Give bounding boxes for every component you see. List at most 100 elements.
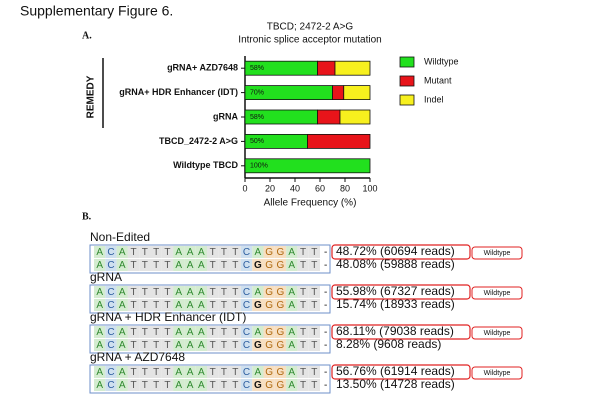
base-shade bbox=[274, 299, 287, 311]
base-shade bbox=[139, 326, 151, 338]
base-shade bbox=[184, 366, 196, 378]
base-shade bbox=[240, 326, 253, 338]
tag-box bbox=[471, 366, 523, 380]
base-shade bbox=[184, 379, 196, 391]
base-shade bbox=[218, 326, 230, 338]
base-shade bbox=[116, 299, 128, 311]
base-shade bbox=[173, 379, 185, 391]
base-shade bbox=[139, 286, 151, 298]
base-shade bbox=[252, 366, 264, 378]
base-shade bbox=[229, 286, 241, 298]
highlight-box bbox=[331, 244, 471, 260]
base-shade bbox=[139, 246, 151, 258]
base-shade bbox=[229, 246, 241, 258]
base-shade bbox=[207, 286, 219, 298]
value-label: 58% bbox=[250, 65, 264, 72]
base-shade bbox=[240, 299, 253, 311]
base-shade bbox=[173, 366, 185, 378]
x-tick-label: 100 bbox=[362, 183, 377, 193]
tag: Wildtype bbox=[484, 250, 511, 257]
base-shade bbox=[252, 246, 264, 258]
base-shade bbox=[286, 286, 298, 298]
section-label: gRNA + AZD7648 bbox=[90, 350, 185, 364]
tag: Wildtype bbox=[484, 330, 511, 337]
x-tick-label: 80 bbox=[340, 183, 350, 193]
base-shade bbox=[116, 246, 128, 258]
base-shade bbox=[105, 379, 117, 391]
base-shade bbox=[127, 366, 140, 378]
section-label: Non-Edited bbox=[90, 230, 150, 244]
read-count: 55.98% (67327 reads) bbox=[336, 284, 455, 298]
base-shade bbox=[297, 286, 309, 298]
base-shade bbox=[94, 326, 106, 338]
base-shade bbox=[94, 366, 106, 378]
alignment-box bbox=[89, 244, 331, 274]
highlight-box bbox=[331, 364, 471, 380]
base-shade bbox=[150, 366, 162, 378]
read-count: 13.50% (14728 reads) bbox=[336, 377, 455, 391]
base-shade bbox=[240, 246, 253, 258]
base-shade bbox=[207, 259, 219, 271]
legend-swatch bbox=[399, 75, 415, 87]
base-shade bbox=[105, 366, 117, 378]
legend-swatch bbox=[399, 94, 415, 106]
base-shade bbox=[218, 259, 230, 271]
base-shade bbox=[263, 326, 275, 338]
alignment-box bbox=[89, 324, 331, 354]
base-shade bbox=[161, 339, 174, 351]
base-shade bbox=[150, 259, 162, 271]
base-shade bbox=[116, 339, 128, 351]
base-shade bbox=[229, 366, 241, 378]
base-shade bbox=[173, 246, 185, 258]
base-shade bbox=[218, 379, 230, 391]
read-count: 15.74% (18933 reads) bbox=[336, 297, 455, 311]
base-shade bbox=[105, 326, 117, 338]
highlight-box bbox=[331, 284, 471, 300]
base-shade bbox=[173, 259, 185, 271]
base-shade bbox=[184, 326, 196, 338]
figure-title: Supplementary Figure 6. bbox=[20, 3, 173, 19]
highlight-box bbox=[331, 324, 471, 340]
chart-subtitle: Intronic splice acceptor mutation bbox=[238, 35, 381, 46]
base-shade bbox=[207, 379, 219, 391]
base-shade bbox=[150, 339, 162, 351]
base-shade bbox=[116, 379, 128, 391]
base-shade bbox=[139, 299, 151, 311]
base-shade bbox=[184, 246, 196, 258]
tag-box bbox=[471, 246, 523, 260]
base-shade bbox=[105, 259, 117, 271]
y-tick-label: gRNA+ AZD7648 bbox=[167, 63, 238, 73]
base-shade bbox=[161, 366, 174, 378]
base-shade bbox=[252, 286, 264, 298]
base-shade bbox=[184, 339, 196, 351]
base-shade bbox=[229, 299, 241, 311]
base-shade bbox=[240, 259, 253, 271]
base-shade bbox=[252, 339, 264, 351]
base-shade bbox=[229, 339, 241, 351]
base-shade bbox=[195, 339, 207, 351]
base-shade bbox=[184, 259, 196, 271]
base-shade bbox=[127, 259, 140, 271]
base-shade bbox=[274, 326, 287, 338]
base-shade bbox=[274, 259, 287, 271]
tag-box bbox=[471, 286, 523, 300]
base-shade bbox=[195, 286, 207, 298]
base-shade bbox=[240, 366, 253, 378]
panel-label: A. bbox=[82, 30, 92, 41]
base-shade bbox=[150, 286, 162, 298]
base-shade bbox=[195, 246, 207, 258]
base-shade bbox=[263, 246, 275, 258]
base-shade bbox=[184, 286, 196, 298]
base-shade bbox=[173, 339, 185, 351]
panel-label: B. bbox=[82, 211, 92, 222]
read-count: 48.08% (59888 reads) bbox=[336, 257, 455, 271]
alignment-box bbox=[89, 364, 331, 394]
value-label: 70% bbox=[250, 89, 264, 96]
